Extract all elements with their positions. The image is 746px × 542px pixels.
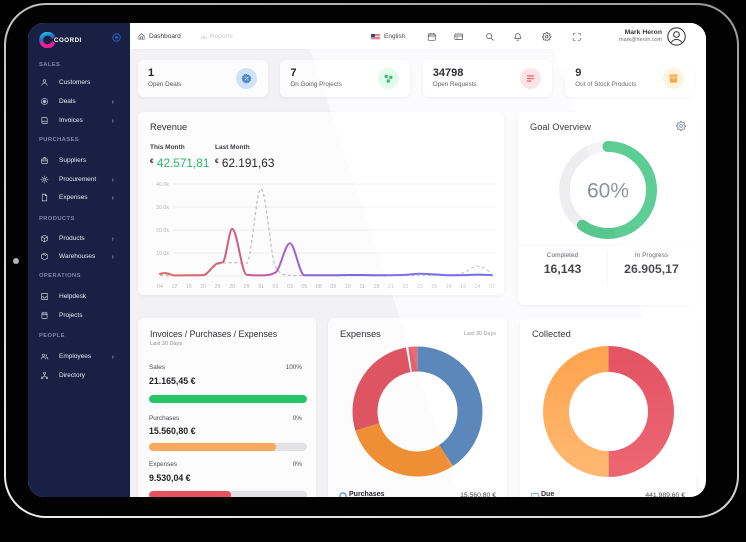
svg-text:11: 11 [359, 284, 365, 290]
svg-text:21: 21 [388, 284, 394, 290]
svg-text:04: 04 [157, 284, 163, 290]
svg-text:05: 05 [301, 284, 307, 290]
svg-text:01: 01 [273, 284, 279, 290]
svg-text:19: 19 [460, 284, 466, 290]
svg-text:31: 31 [258, 284, 264, 290]
svg-text:10: 10 [345, 284, 351, 290]
svg-text:08: 08 [316, 284, 322, 290]
svg-text:0: 0 [166, 274, 169, 280]
svg-text:30.0k: 30.0k [156, 205, 169, 211]
svg-text:23: 23 [417, 284, 423, 290]
svg-text:28: 28 [229, 284, 235, 290]
svg-text:40.0k: 40.0k [156, 182, 169, 188]
svg-text:25: 25 [431, 284, 437, 290]
svg-text:03: 03 [287, 284, 293, 290]
svg-text:29: 29 [244, 284, 250, 290]
svg-text:22: 22 [402, 284, 408, 290]
svg-text:18: 18 [374, 284, 380, 290]
svg-text:14: 14 [446, 284, 452, 290]
svg-text:20.0k: 20.0k [156, 228, 169, 234]
svg-text:09: 09 [330, 284, 336, 290]
svg-text:15: 15 [186, 284, 192, 290]
svg-text:24: 24 [475, 284, 481, 290]
svg-text:07: 07 [489, 284, 495, 290]
svg-text:12: 12 [171, 284, 177, 290]
svg-text:26: 26 [215, 284, 221, 290]
svg-text:10.0k: 10.0k [156, 251, 169, 257]
svg-text:20: 20 [200, 284, 206, 290]
svg-text:60%: 60% [586, 179, 628, 202]
